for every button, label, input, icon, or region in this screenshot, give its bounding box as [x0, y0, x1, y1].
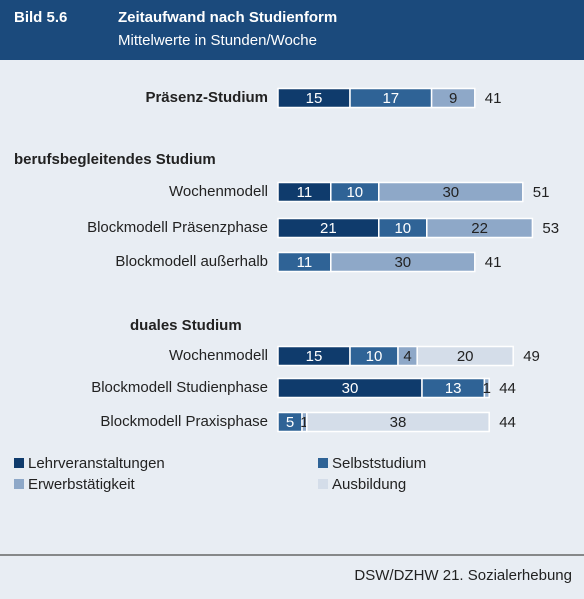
bar-segment	[483, 377, 490, 399]
value-label: 9	[449, 90, 457, 107]
category-label: Blockmodell Praxisphase	[100, 413, 268, 430]
category-label: Wochenmodell	[169, 183, 268, 200]
bar-segment	[330, 251, 476, 273]
value-label: 30	[394, 254, 411, 271]
chart-title: Zeitaufwand nach Studienform	[118, 9, 337, 26]
value-label: 22	[471, 220, 488, 237]
total-label: 44	[499, 414, 516, 431]
category-label: Präsenz-Studium	[145, 89, 268, 106]
value-label: 20	[457, 348, 474, 365]
legend-label: Ausbildung	[332, 476, 406, 493]
legend-swatch	[318, 479, 328, 489]
value-label: 11	[297, 254, 313, 271]
legend-label: Selbststudium	[332, 455, 426, 472]
total-label: 41	[485, 90, 502, 107]
legend-swatch	[14, 458, 24, 468]
bar-segment	[378, 181, 524, 203]
total-label: 49	[523, 348, 540, 365]
figure-label: Bild 5.6	[14, 9, 67, 26]
value-label: 4	[403, 348, 411, 365]
value-label: 1	[483, 380, 491, 397]
value-label: 15	[306, 90, 323, 107]
value-label: 5	[286, 414, 294, 431]
value-label: 30	[342, 380, 359, 397]
category-label: Blockmodell Studienphase	[91, 379, 268, 396]
category-label: Blockmodell Präsenzphase	[87, 219, 268, 236]
value-label: 1	[300, 414, 308, 431]
value-label: 10	[346, 184, 363, 201]
total-label: 44	[499, 380, 516, 397]
value-label: 15	[306, 348, 323, 365]
group-label: duales Studium	[130, 317, 242, 334]
value-label: 10	[366, 348, 383, 365]
legend-swatch	[14, 479, 24, 489]
legend-label: Erwerbstätigkeit	[28, 476, 136, 493]
legend-label: Lehrveranstaltungen	[28, 455, 165, 472]
group-label: berufsbegleitendes Studium	[14, 151, 216, 168]
value-label: 10	[394, 220, 411, 237]
value-label: 30	[442, 184, 459, 201]
legend-swatch	[318, 458, 328, 468]
value-label: 13	[445, 380, 462, 397]
chart-subtitle: Mittelwerte in Stunden/Woche	[118, 32, 317, 49]
category-label: Wochenmodell	[169, 347, 268, 364]
total-label: 41	[485, 254, 502, 271]
source: DSW/DZHW 21. Sozialerhebung	[354, 567, 572, 584]
value-label: 11	[297, 184, 313, 201]
total-label: 53	[542, 220, 559, 237]
bar-segment	[306, 411, 490, 433]
category-label: Blockmodell außerhalb	[115, 253, 268, 270]
value-label: 21	[320, 220, 337, 237]
bar-segment	[426, 217, 534, 239]
header-band	[0, 0, 584, 60]
total-label: 51	[533, 184, 550, 201]
bar-segment	[430, 87, 476, 109]
value-label: 17	[382, 90, 399, 107]
bar-segment	[416, 345, 514, 367]
value-label: 38	[390, 414, 407, 431]
